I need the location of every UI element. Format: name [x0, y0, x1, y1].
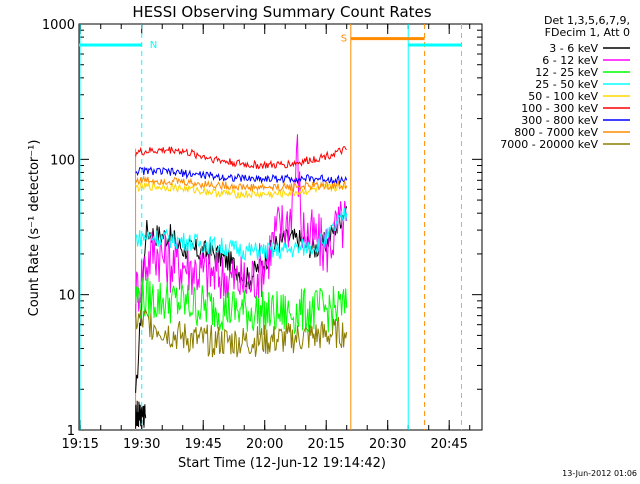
legend-label: 25 - 50 keV: [535, 78, 598, 91]
legend: Det 1,3,5,6,7,9,FDecim 1, Att 0 3 - 6 keV…: [500, 14, 630, 151]
x-tick-label: 20:15: [307, 437, 344, 452]
interval-marker-label: S: [341, 34, 347, 45]
x-tick-label: 19:30: [123, 437, 160, 452]
series-line: [135, 308, 348, 358]
legend-label: 300 - 800 keV: [521, 114, 598, 127]
series-line: [135, 174, 348, 193]
series-line: [135, 146, 347, 170]
x-axis-label: Start Time (12-Jun-12 19:14:42): [178, 456, 386, 471]
legend-label: 7000 - 20000 keV: [500, 138, 598, 151]
legend-label: 12 - 25 keV: [535, 66, 598, 79]
chart-title: HESSI Observing Summary Count Rates: [132, 3, 431, 21]
plot-frame: [78, 23, 483, 431]
series-line: [135, 208, 348, 262]
y-tick-label: 1: [67, 424, 75, 439]
x-tick-label: 20:30: [369, 437, 406, 452]
plot-area: 1 10 100 1000 19:15 19:30 19:45 20:00 20:15 20:30…: [42, 18, 483, 452]
y-tick-label: 10: [58, 289, 75, 304]
legend-label: 100 - 300 keV: [521, 102, 598, 115]
x-tick-label: 20:45: [430, 437, 467, 452]
footer-date: 13-Jun-2012 01:06: [562, 469, 637, 478]
series-line: [135, 166, 348, 186]
x-tick-label: 19:15: [61, 437, 98, 452]
legend-label: 50 - 100 keV: [528, 90, 598, 103]
legend-label: 6 - 12 keV: [542, 54, 598, 67]
legend-label: 800 - 7000 keV: [514, 126, 598, 139]
legend-header: Det 1,3,5,6,7,9,: [544, 14, 630, 27]
interval-marker-label: N: [150, 40, 157, 51]
x-tick-label: 19:45: [184, 437, 221, 452]
series-low-count-noise: [135, 400, 147, 429]
series-line: [135, 276, 348, 336]
legend-header: FDecim 1, Att 0: [545, 26, 630, 39]
y-axis-label: Count Rate (s⁻¹ detector⁻¹): [27, 140, 42, 317]
y-tick-label: 100: [50, 153, 75, 168]
legend-label: 3 - 6 keV: [549, 42, 598, 55]
y-tick-label: 1000: [42, 18, 75, 33]
x-tick-label: 20:00: [246, 437, 283, 452]
